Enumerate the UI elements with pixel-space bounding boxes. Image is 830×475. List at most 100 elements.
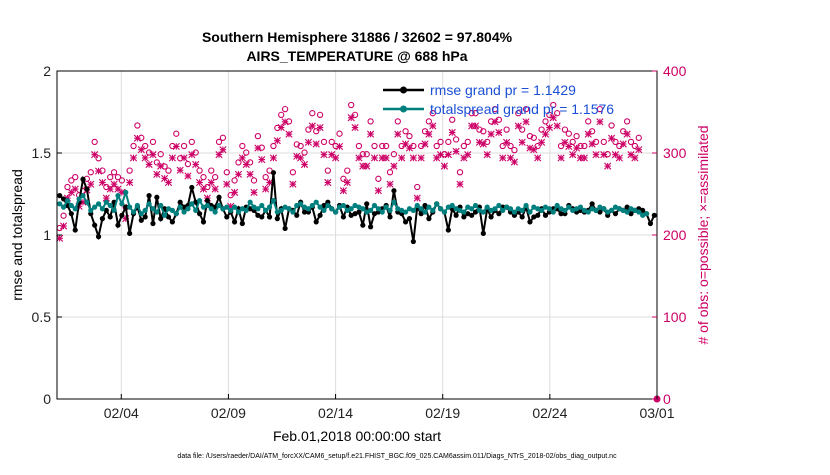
totalspread-point (325, 202, 331, 209)
obs-assimilated-marker (106, 185, 114, 193)
totalspread-point (169, 207, 175, 213)
obs-possible-marker (254, 133, 262, 140)
totalspread-point (391, 199, 397, 205)
rmse-point (387, 214, 393, 220)
totalspread-point (231, 204, 238, 210)
totalspread-point (612, 204, 619, 210)
totalspread-point (445, 204, 451, 210)
totalspread-point (173, 211, 179, 217)
totalspread-point (504, 204, 510, 210)
obs-assimilated-marker (207, 178, 215, 187)
rmse-point (628, 211, 634, 217)
obs-possible-marker (410, 142, 417, 150)
totalspread-point (608, 207, 615, 213)
obs-possible-marker (565, 130, 572, 137)
obs-possible-marker (460, 142, 468, 150)
totalspread-point (414, 202, 420, 209)
totalspread-point (558, 206, 564, 212)
totalspread-point (636, 209, 642, 215)
totalspread-point (570, 207, 576, 213)
totalspread-point (465, 204, 471, 210)
totalspread-point (643, 211, 650, 217)
obs-possible-marker (519, 126, 526, 133)
totalspread-point (204, 202, 210, 209)
rmse-point (103, 207, 109, 213)
totalspread-point (426, 204, 432, 210)
obs-assimilated-marker (487, 130, 495, 138)
totalspread-point (189, 201, 195, 207)
y-tick-label: 2 (43, 63, 51, 79)
rmse-point (348, 212, 354, 218)
obs-assimilated-marker (254, 144, 262, 152)
rmse-point (527, 219, 533, 225)
obs-assimilated-marker (355, 154, 363, 162)
rmse-point (461, 214, 467, 220)
rmse-point (60, 196, 67, 202)
y-tick-label: 0.5 (32, 309, 52, 325)
obs-assimilated-marker (405, 144, 414, 152)
totalspread-point (119, 201, 125, 207)
totalspread-point (154, 209, 160, 215)
obs-possible-marker (421, 128, 429, 135)
totalspread-point (605, 209, 611, 215)
obs-possible-marker (355, 142, 363, 150)
totalspread-point (488, 207, 494, 213)
obs-possible-marker (363, 151, 370, 158)
rmse-point (282, 225, 288, 232)
obs-possible-marker (231, 177, 238, 184)
obs-assimilated-marker (347, 114, 355, 122)
obs-assimilated-marker (565, 142, 573, 151)
totalspread-point (321, 207, 327, 213)
totalspread-point (352, 202, 358, 209)
obs-assimilated-marker (137, 146, 145, 154)
totalspread-point (441, 209, 448, 215)
obs-assimilated-marker (541, 130, 550, 138)
totalspread-point (577, 204, 584, 210)
x-tick-label: 02/19 (425, 405, 460, 421)
obs-possible-marker (64, 183, 71, 191)
totalspread-point (72, 206, 78, 212)
obs-possible-marker (468, 110, 475, 117)
obs-possible-marker (223, 169, 230, 176)
obs-possible-marker (631, 142, 639, 150)
obs-possible-marker (142, 142, 149, 150)
obs-possible-marker (324, 167, 332, 174)
totalspread-point (200, 204, 207, 210)
rmse-point (356, 209, 362, 215)
totalspread-point (224, 204, 230, 210)
obs-possible-marker (110, 169, 118, 176)
obs-possible-marker (235, 159, 242, 166)
totalspread-point (185, 206, 191, 212)
obs-possible-marker (149, 138, 157, 146)
totalspread-point (620, 207, 626, 213)
totalspread-point (554, 202, 560, 209)
obs-assimilated-marker (600, 151, 608, 159)
rmse-point (488, 214, 494, 220)
obs-assimilated-marker (596, 118, 604, 126)
rmse-point (165, 214, 172, 220)
rmse-point (465, 211, 471, 217)
totalspread-point (266, 204, 273, 210)
obs-assimilated-marker (499, 154, 507, 162)
totalspread-point (115, 193, 121, 199)
obs-possible-marker (480, 128, 487, 135)
totalspread-point (597, 204, 603, 210)
obs-assimilated-marker (588, 140, 596, 148)
obs-possible-marker (542, 118, 549, 125)
rmse-point (535, 212, 541, 218)
totalspread-point (523, 202, 529, 209)
obs-assimilated-marker (285, 130, 293, 138)
totalspread-point (640, 212, 646, 218)
obs-possible-marker (359, 151, 366, 158)
obs-possible-marker (184, 160, 192, 168)
totalspread-point (220, 206, 226, 212)
obs-possible-marker (433, 142, 440, 150)
obs-possible-marker (320, 138, 328, 146)
totalspread-point (177, 204, 183, 210)
totalspread-point (406, 206, 413, 212)
y-tick-label: 1 (43, 227, 51, 243)
totalspread-point (511, 209, 518, 215)
obs-assimilated-marker (339, 187, 347, 195)
obs-possible-marker (336, 130, 343, 137)
rmse-point (68, 211, 74, 217)
